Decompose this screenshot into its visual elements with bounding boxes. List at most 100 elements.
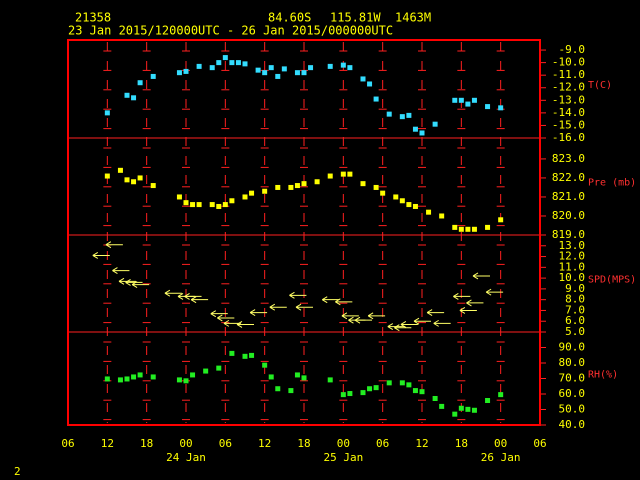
data-point [412, 203, 418, 209]
data-point [360, 390, 366, 396]
data-point [104, 110, 110, 116]
data-point [367, 386, 373, 392]
data-point [380, 190, 386, 196]
data-point [183, 200, 189, 206]
y-tick-label: 10.0 [559, 271, 586, 284]
data-point [268, 374, 274, 380]
data-point [458, 226, 464, 232]
data-point [301, 375, 307, 381]
data-point [294, 70, 300, 76]
data-point [196, 63, 202, 69]
data-point [471, 97, 477, 103]
data-point [399, 114, 405, 120]
wind-arrow [453, 293, 471, 300]
data-point [131, 374, 137, 380]
data-point [301, 70, 307, 76]
data-point [399, 198, 405, 204]
data-point [465, 101, 471, 107]
data-point [288, 388, 294, 394]
data-point [216, 203, 222, 209]
data-point [439, 213, 445, 219]
data-point [367, 81, 373, 87]
data-point [229, 350, 235, 356]
data-point [196, 202, 202, 208]
page-number: 2 [14, 465, 21, 478]
data-point [452, 97, 458, 103]
data-point [209, 65, 215, 71]
wind-arrow [217, 314, 235, 322]
elevation: 1463M [395, 11, 431, 25]
data-point [131, 179, 137, 185]
data-point [275, 386, 281, 392]
x-tick-label: 06 [376, 437, 389, 450]
data-point [242, 61, 248, 67]
data-point [150, 183, 156, 189]
panel-label: T(C) [588, 80, 612, 91]
y-tick-label: 70.0 [559, 372, 586, 385]
data-point [340, 171, 346, 177]
data-point [471, 226, 477, 232]
data-point [176, 70, 182, 76]
date-label: 26 Jan [481, 451, 521, 464]
data-point [360, 181, 366, 187]
y-tick-label: 13.0 [559, 239, 586, 252]
data-point [137, 175, 143, 181]
data-point [222, 202, 228, 208]
panel-label: RH(%) [588, 370, 618, 381]
data-point [465, 226, 471, 232]
data-point [288, 184, 294, 190]
data-point [255, 67, 261, 73]
data-point [190, 202, 196, 208]
data-point [340, 392, 346, 398]
data-point [124, 177, 130, 183]
data-point [294, 183, 300, 189]
data-point [203, 368, 209, 374]
longitude: 115.81W [330, 11, 381, 25]
data-point [137, 372, 143, 378]
x-tick-label: 00 [337, 437, 350, 450]
y-tick-label: 821.0 [552, 190, 585, 203]
data-point [465, 406, 471, 412]
data-point [452, 411, 458, 417]
data-point [485, 398, 491, 404]
data-point [104, 376, 110, 382]
data-point [183, 68, 189, 74]
date-label: 24 Jan [166, 451, 206, 464]
data-point [117, 167, 123, 173]
data-point [386, 111, 392, 117]
data-point [485, 224, 491, 230]
wind-arrow [125, 278, 143, 286]
y-tick-label: 8.0 [565, 293, 585, 306]
data-point [216, 365, 222, 371]
y-tick-label: 90.0 [559, 341, 586, 354]
data-point [347, 65, 353, 71]
data-point [406, 112, 412, 118]
data-point [137, 80, 143, 86]
wind-arrow [131, 281, 150, 289]
data-point [458, 97, 464, 103]
y-tick-label: 50.0 [559, 403, 586, 416]
data-point [262, 188, 268, 194]
wind-arrow [335, 298, 353, 306]
y-tick-label: -9.0 [559, 43, 586, 56]
data-point [275, 184, 281, 190]
x-tick-label: 12 [415, 437, 428, 450]
y-tick-label: 40.0 [559, 418, 586, 431]
data-point [150, 73, 156, 79]
wind-arrow [472, 272, 490, 280]
wind-arrow [321, 296, 340, 304]
data-point [242, 194, 248, 200]
data-point [412, 126, 418, 132]
wind-arrow [341, 312, 359, 320]
x-tick-label: 18 [455, 437, 468, 450]
data-point [124, 376, 130, 382]
data-point [281, 66, 287, 72]
data-point [419, 130, 425, 136]
data-point [117, 377, 123, 383]
wind-arrow [295, 303, 313, 311]
data-point [412, 388, 418, 394]
station-id: 21358 [75, 11, 111, 25]
data-point [406, 382, 412, 388]
data-point [426, 209, 432, 215]
